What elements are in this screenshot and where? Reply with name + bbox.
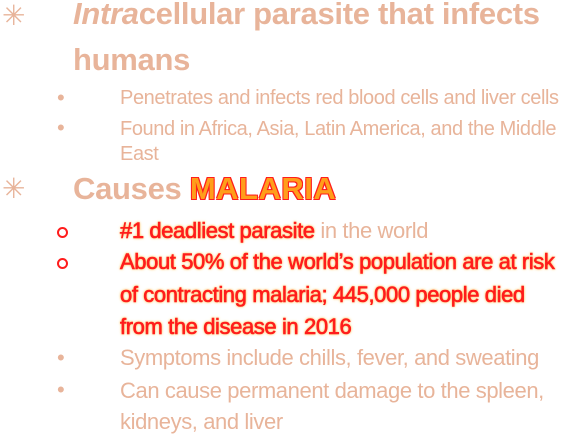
list-item-damage-line2: kidneys, and liver [120,409,283,434]
heading-intracellular: Intracellular parasite that infects [73,0,540,31]
star-bullet-icon: ✳ [2,172,26,205]
bullet-dot: • [57,85,65,110]
ring-bullet-icon [57,227,68,238]
list-item-population-line2: of contracting malaria; 445,000 people d… [120,282,526,308]
list-item: Found in Africa, Asia, Latin America, an… [120,118,557,140]
malaria-highlight: MALARIA [189,171,337,206]
bullet-dot: • [57,377,65,402]
heading-causes-malaria: Causes MALARIA [73,171,337,206]
heading-intracellular-line2: humans [73,42,191,77]
bullet-dot: • [57,345,65,370]
list-item: Penetrates and infects red blood cells a… [120,87,559,109]
list-item-population: About 50% of the world’s population are … [120,249,556,275]
list-item-symptoms: Symptoms include chills, fever, and swea… [120,345,539,370]
ring-bullet-icon [57,258,68,269]
list-item-deadliest: #1 deadliest parasite in the world [120,218,429,244]
bullet-dot: • [57,115,65,140]
list-item-damage: Can cause permanent damage to the spleen… [120,378,544,403]
star-bullet-icon: ✳ [2,0,26,32]
list-item-continued: East [120,143,159,165]
list-item-population-line3: from the disease in 2016 [120,314,352,340]
